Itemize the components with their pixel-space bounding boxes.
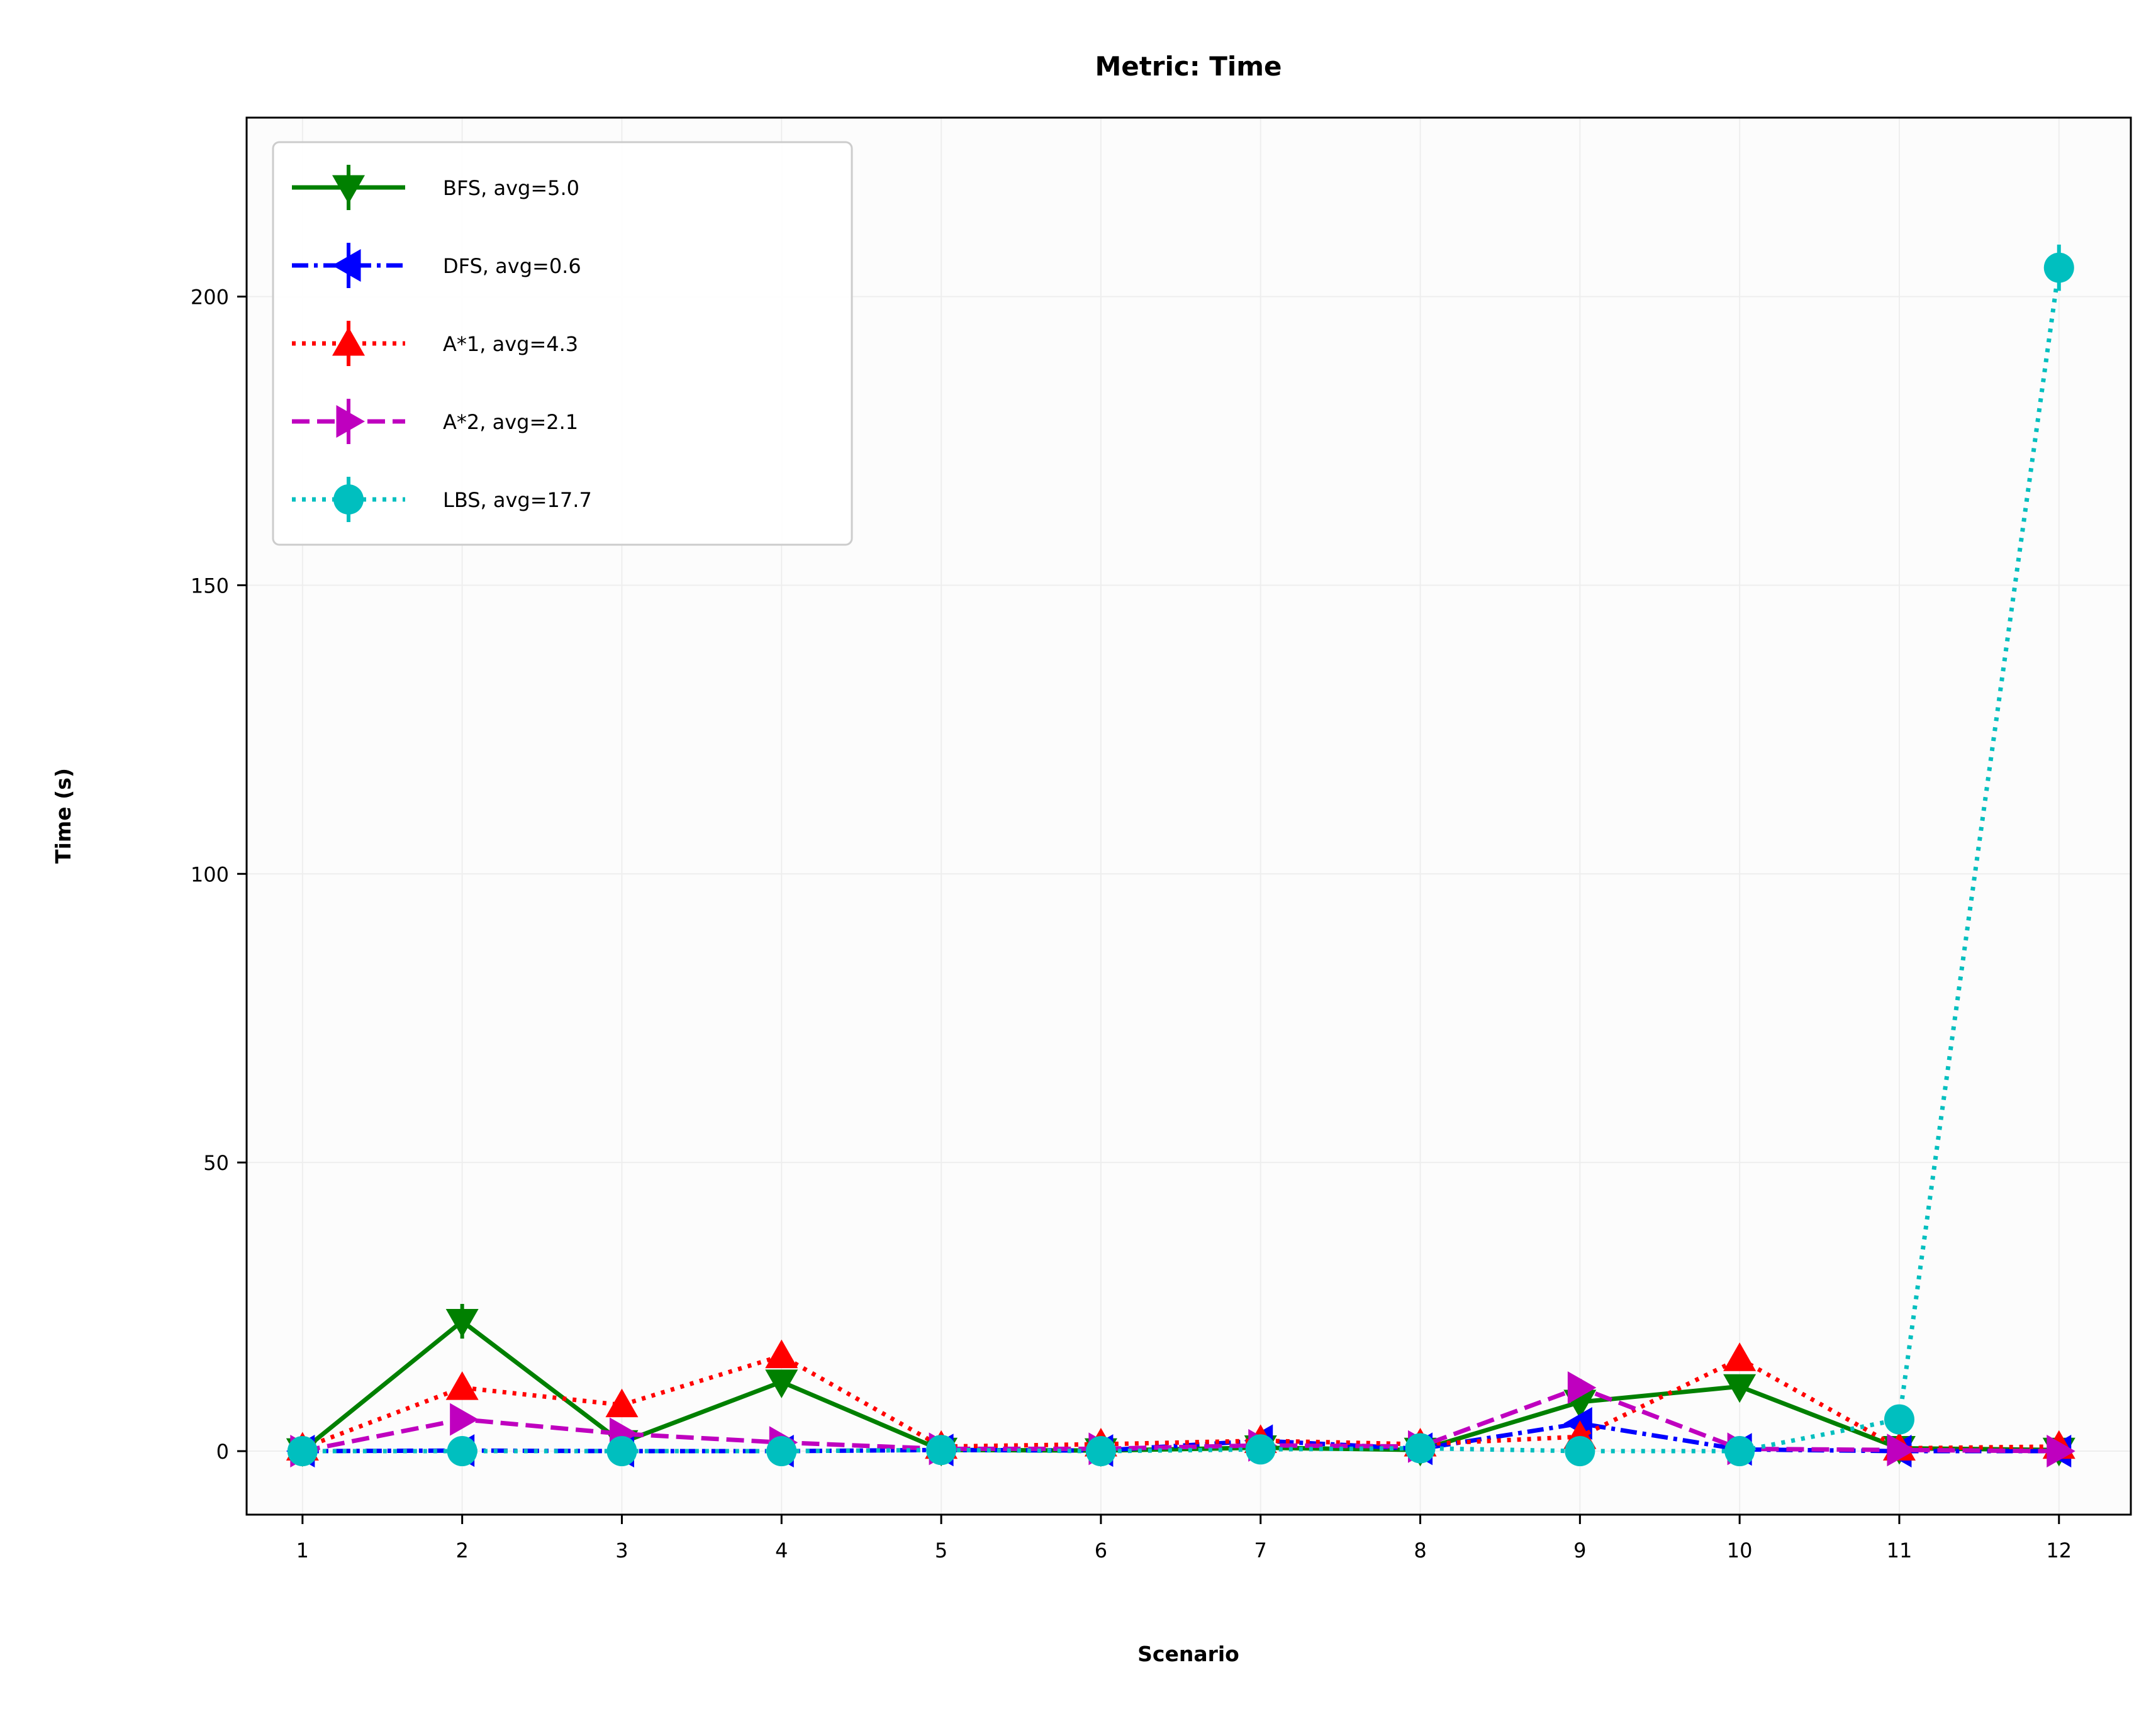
x-tick-label: 12 [2046, 1539, 2072, 1562]
data-point [605, 1388, 639, 1418]
legend-label: DFS, avg=0.6 [443, 254, 581, 278]
data-point [1723, 1374, 1757, 1403]
data-point [1405, 1433, 1436, 1464]
legend-entry-2: DFS, avg=0.6 [292, 243, 581, 288]
y-tick-label: 150 [191, 574, 229, 598]
x-tick-label: 4 [775, 1539, 788, 1562]
series-line-5 [302, 267, 2062, 1454]
y-tick-label: 0 [216, 1440, 229, 1464]
data-point [1724, 1436, 1755, 1467]
data-point [1723, 1342, 1757, 1371]
y-tick-label: 100 [191, 862, 229, 886]
legend-marker [332, 249, 361, 282]
y-axis-label: Time (s) [51, 768, 75, 864]
x-tick-label: 10 [1727, 1539, 1753, 1562]
legend-marker [333, 484, 364, 515]
data-point [765, 1369, 798, 1398]
data-point [1884, 1404, 1914, 1435]
legend-entry-4: A*2, avg=2.1 [292, 399, 578, 444]
grid [247, 118, 2131, 1515]
data-point [2043, 252, 2074, 283]
data-point [445, 1309, 479, 1338]
data-point [287, 1436, 318, 1467]
data-point [2047, 1435, 2075, 1468]
series-layer [286, 244, 2075, 1468]
legend-marker [332, 327, 365, 356]
data-point [766, 1436, 797, 1467]
data-point [1887, 1433, 1916, 1467]
y-tick-label: 200 [191, 286, 229, 309]
series-5 [287, 244, 2074, 1467]
data-point [447, 1436, 478, 1467]
data-point [1565, 1436, 1595, 1467]
data-point [450, 1403, 479, 1436]
x-tick-label: 6 [1095, 1539, 1107, 1562]
legend-label: LBS, avg=17.7 [443, 488, 592, 512]
x-tick-label: 3 [615, 1539, 628, 1562]
data-point [606, 1436, 637, 1467]
x-tick-label: 1 [296, 1539, 309, 1562]
data-point [765, 1339, 798, 1369]
legend-label: A*1, avg=4.3 [443, 332, 578, 356]
data-point [926, 1435, 957, 1466]
x-tick-label: 9 [1573, 1539, 1586, 1562]
series-line-4 [302, 1385, 2059, 1454]
legend-box [272, 141, 853, 546]
legend-entry-1: BFS, avg=5.0 [292, 165, 579, 210]
legend: BFS, avg=5.0 DFS, avg=0.6 A*1, avg=4.3 A*2,… [272, 141, 853, 546]
x-tick-label: 11 [1887, 1539, 1913, 1562]
legend-marker [336, 405, 365, 438]
x-tick-label: 2 [455, 1539, 468, 1562]
x-tick-label: 7 [1254, 1539, 1267, 1562]
legend-label: BFS, avg=5.0 [443, 176, 579, 200]
series-line-3 [301, 1354, 2059, 1450]
data-point [1085, 1436, 1116, 1467]
plot-frame [245, 116, 2132, 1516]
chart-title: Metric: Time [1095, 51, 1282, 82]
legend-label: A*2, avg=2.1 [443, 410, 578, 434]
x-tick-label: 5 [935, 1539, 947, 1562]
x-tick-label: 8 [1414, 1539, 1426, 1562]
legend-entry-3: A*1, avg=4.3 [292, 321, 578, 366]
data-point [1245, 1434, 1276, 1465]
legend-marker [332, 175, 365, 204]
data-point [445, 1371, 479, 1400]
y-tick-label: 50 [203, 1151, 229, 1175]
x-axis-label: Scenario [1137, 1642, 1239, 1666]
legend-entry-5: LBS, avg=17.7 [292, 477, 592, 522]
data-point [1567, 1371, 1597, 1405]
